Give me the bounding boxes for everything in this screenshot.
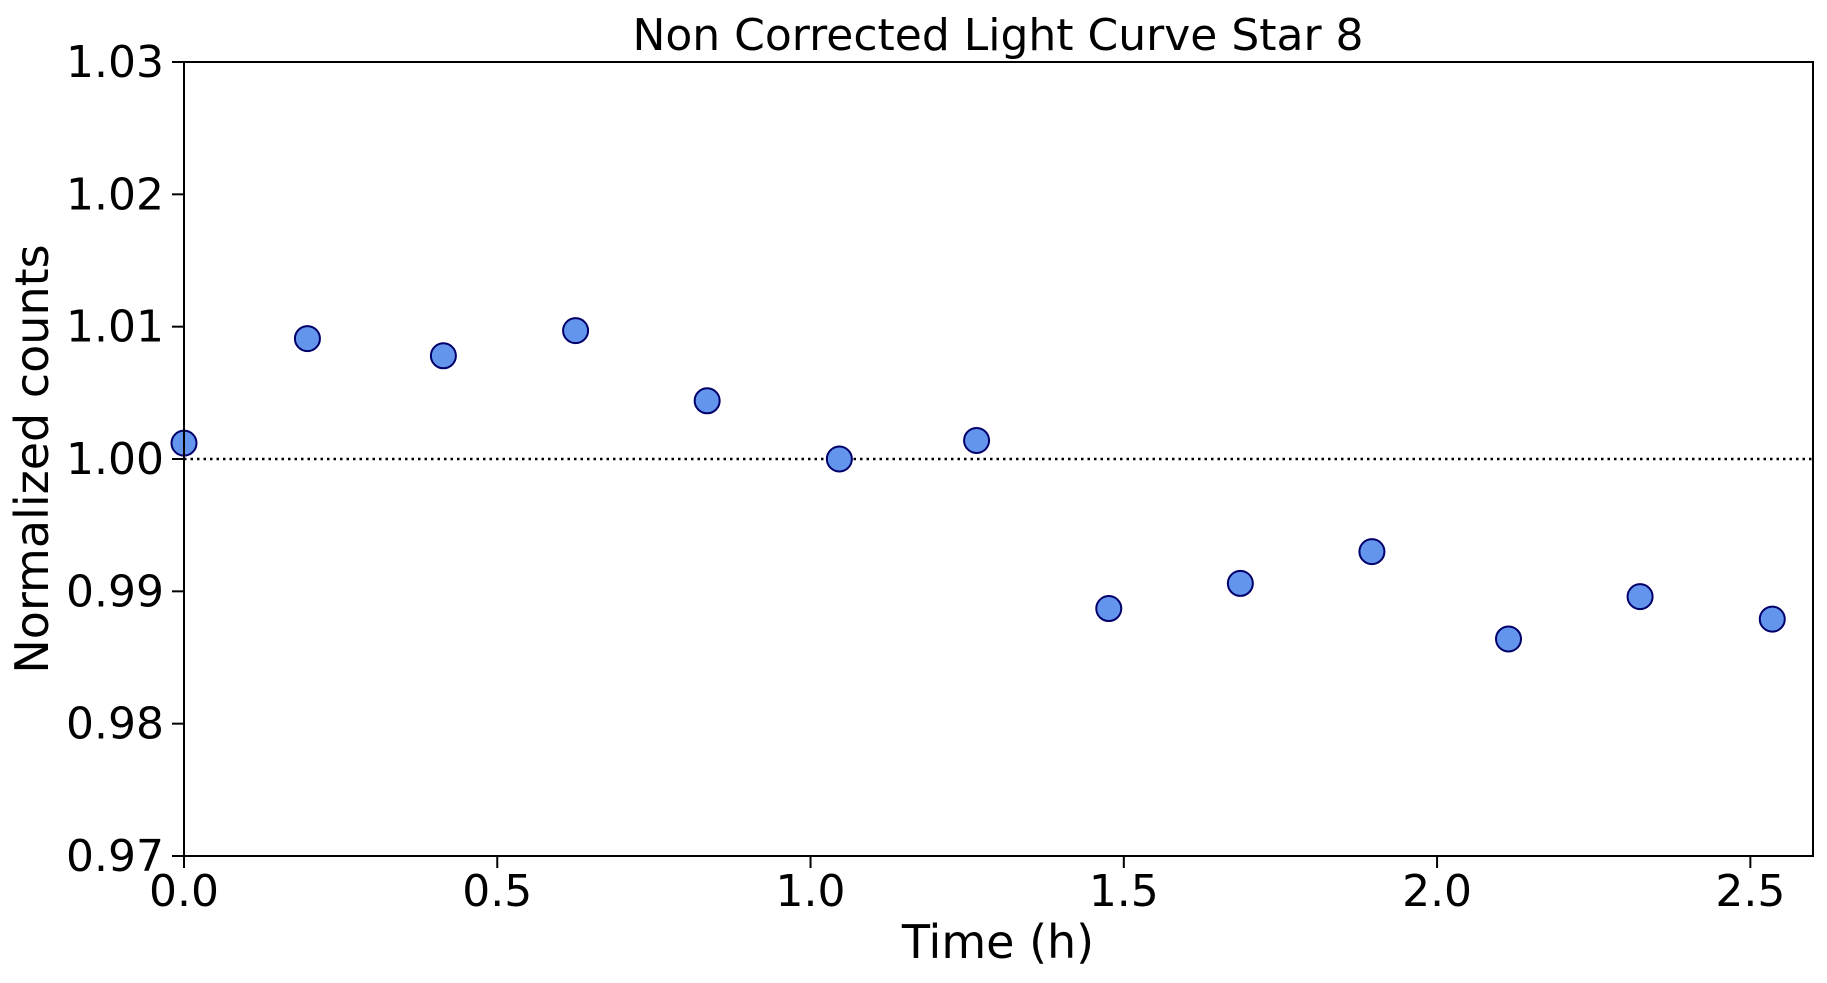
data-point bbox=[1226, 569, 1254, 597]
y-tick-label: 1.02 bbox=[66, 169, 164, 220]
y-tick-label: 1.00 bbox=[66, 434, 164, 485]
data-point bbox=[963, 426, 991, 454]
data-point bbox=[562, 317, 590, 345]
y-tick-label: 0.99 bbox=[66, 566, 164, 617]
x-tick-label: 1.0 bbox=[776, 866, 846, 917]
data-point bbox=[293, 325, 321, 353]
data-point bbox=[1095, 595, 1123, 623]
data-point bbox=[1758, 605, 1786, 633]
plot-area-frame bbox=[183, 61, 1814, 857]
x-tick-label: 2.0 bbox=[1402, 866, 1472, 917]
y-tick-label: 1.01 bbox=[66, 302, 164, 353]
data-point bbox=[1626, 583, 1654, 611]
data-points bbox=[170, 317, 1786, 653]
data-point bbox=[1495, 625, 1523, 653]
data-point bbox=[825, 445, 853, 473]
data-point bbox=[429, 342, 457, 370]
data-point bbox=[693, 387, 721, 415]
data-point bbox=[1358, 538, 1386, 566]
y-tick-label: 0.97 bbox=[66, 831, 164, 882]
x-tick-label: 0.5 bbox=[462, 866, 532, 917]
x-tick-label: 0.0 bbox=[149, 866, 219, 917]
y-axis-label: Normalized counts bbox=[5, 244, 59, 673]
x-tick-label: 1.5 bbox=[1089, 866, 1159, 917]
y-tick-label: 0.98 bbox=[66, 699, 164, 750]
y-axis-ticks: 0.97 0.98 0.99 1.00 1.01 1.02 1.03 bbox=[66, 37, 184, 882]
x-axis-ticks: 0.0 0.5 1.0 1.5 2.0 2.5 bbox=[149, 856, 1785, 917]
x-axis-label: Time (h) bbox=[901, 915, 1094, 969]
y-tick-label: 1.03 bbox=[66, 37, 164, 88]
x-tick-label: 2.5 bbox=[1715, 866, 1785, 917]
chart-title: Non Corrected Light Curve Star 8 bbox=[632, 10, 1363, 61]
